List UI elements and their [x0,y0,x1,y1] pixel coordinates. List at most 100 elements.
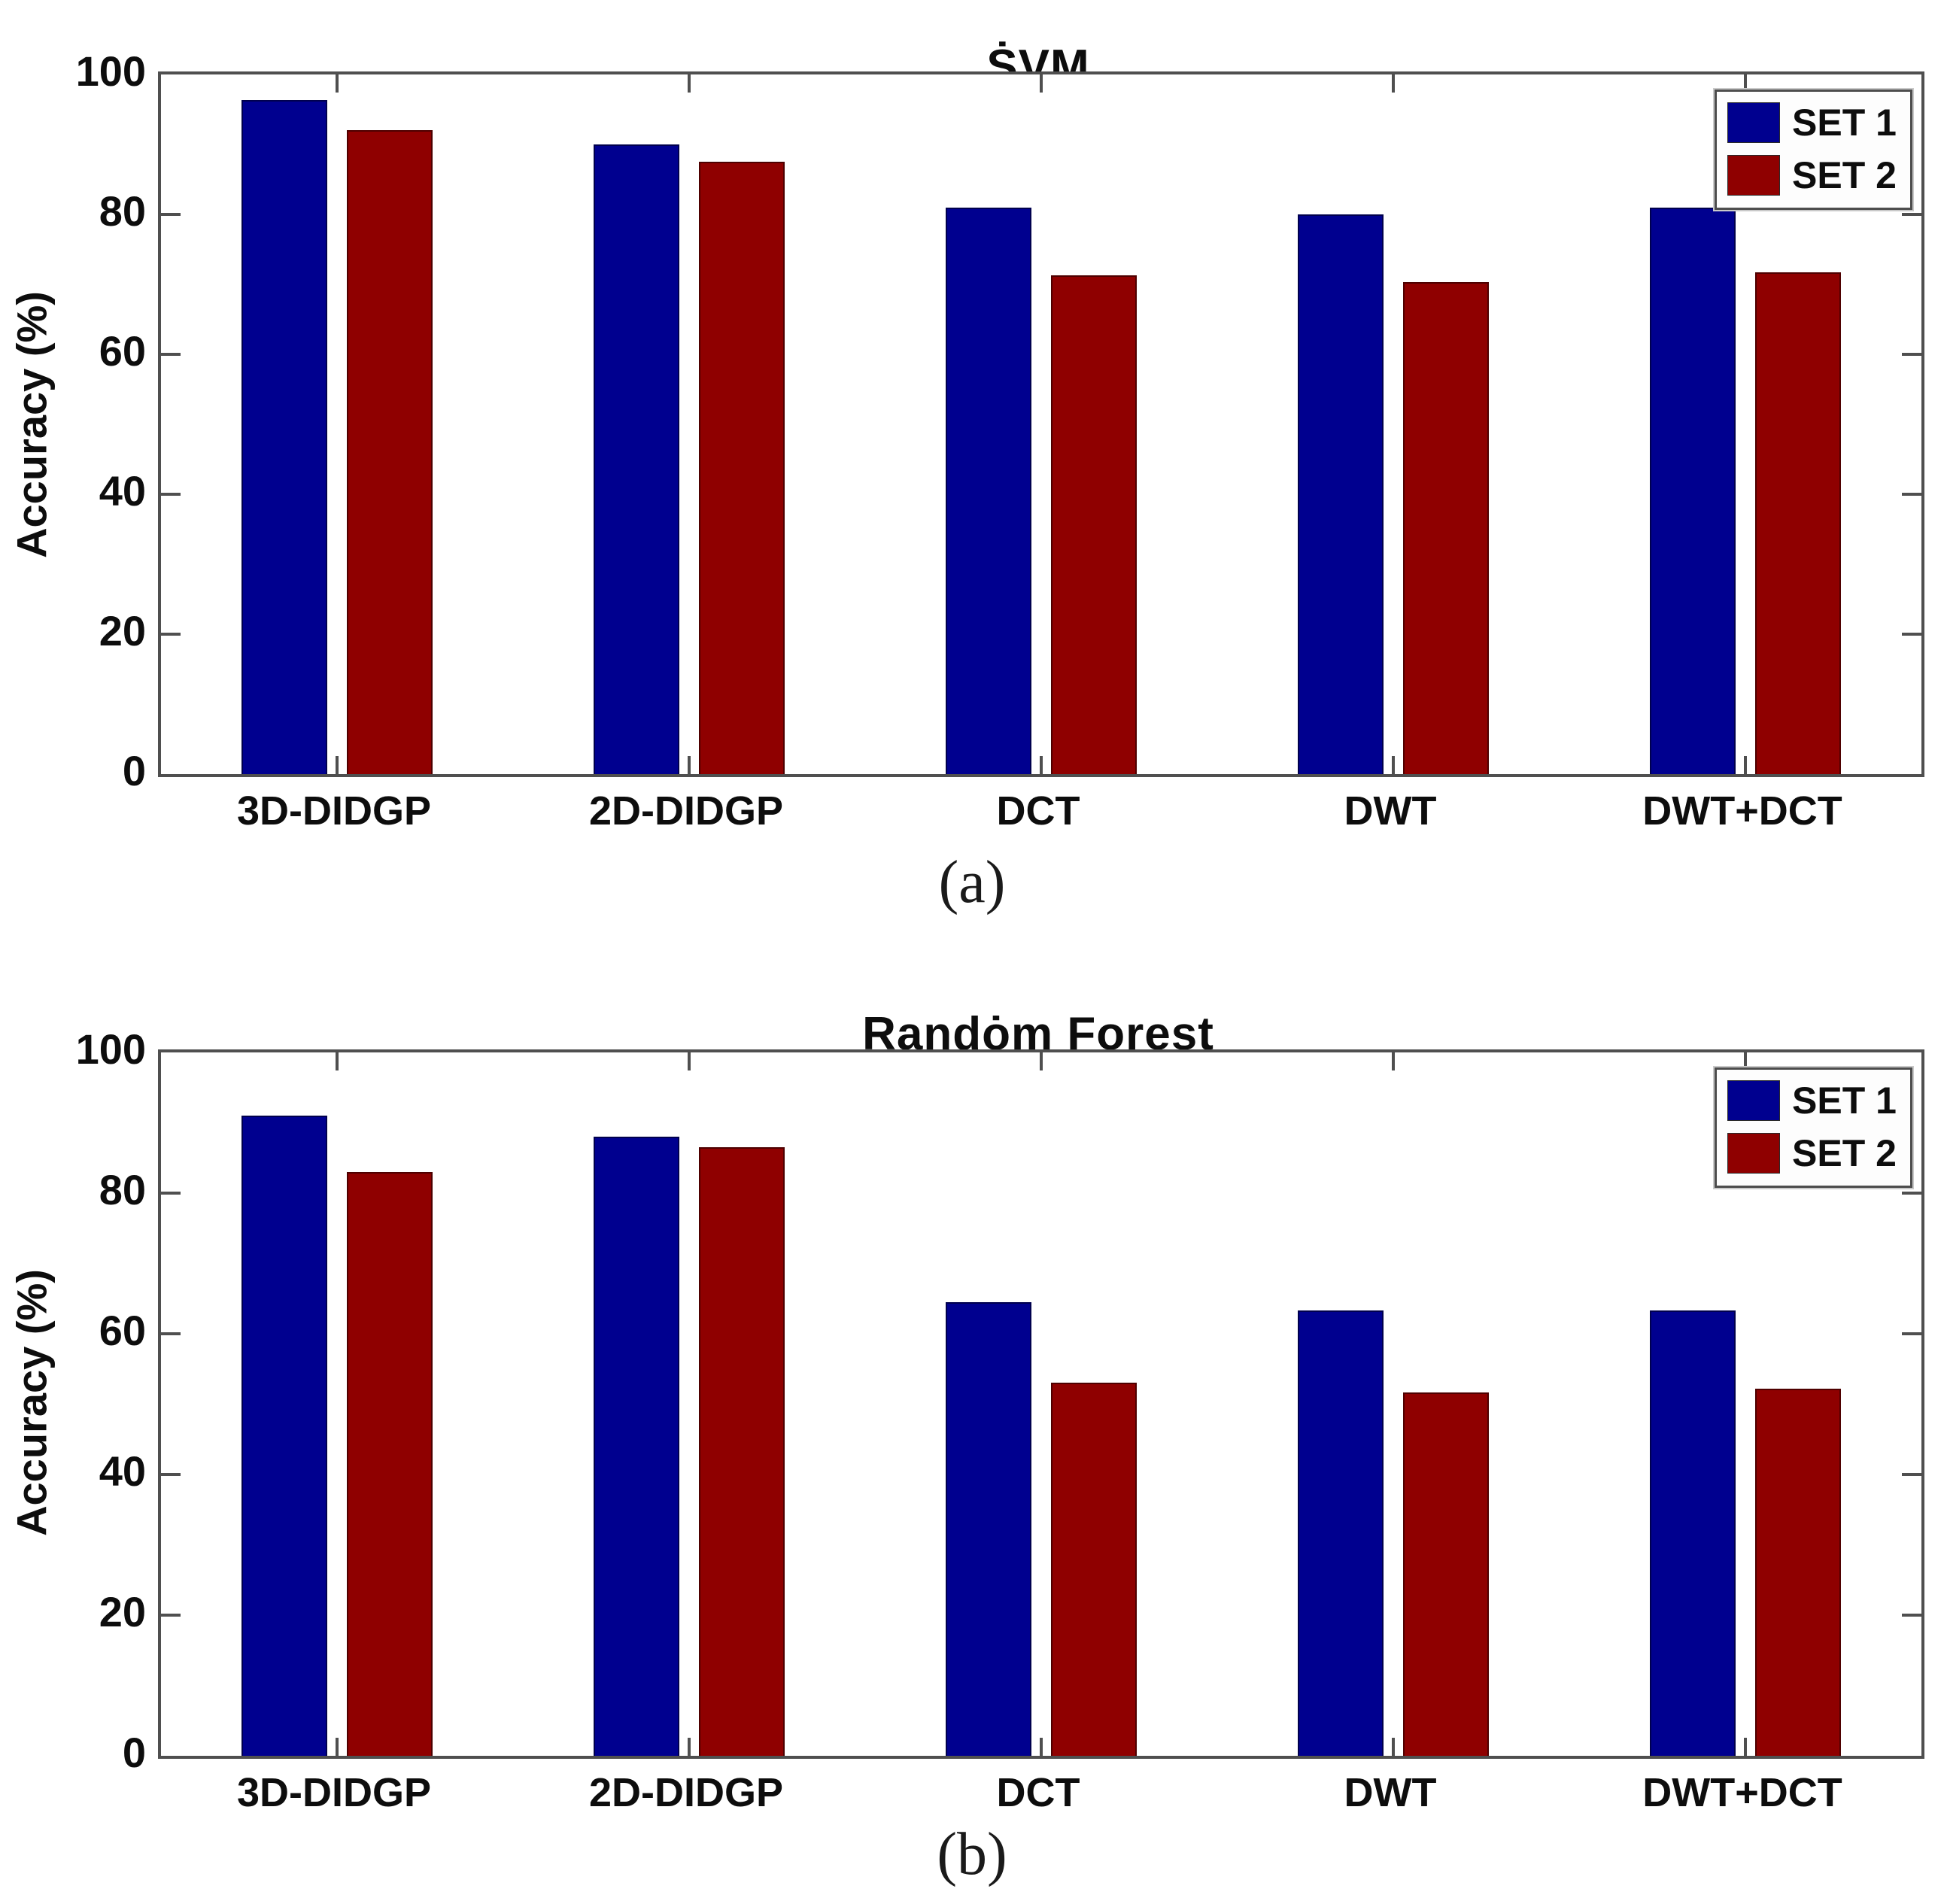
plot-area-svm: SET 1 SET 2 [158,71,1924,777]
bar-set-2-dct [1051,1383,1137,1756]
x-tick-mark-top-3d-didgp [336,1052,339,1070]
y-tick-mark-left-80 [161,213,181,216]
legend: SET 1 SET 2 [1715,1067,1912,1188]
legend-entry-set2: SET 2 [1727,1131,1897,1175]
bar-set-2-dwt [1403,282,1489,774]
y-tick-label-20: 20 [99,1588,146,1635]
legend-entry-set2: SET 2 [1727,153,1897,197]
x-tick-mark-bottom-2d-didgp [688,756,691,774]
subfigure-caption-b: (b) [937,1821,1007,1887]
bar-set-1-dwt-dct [1650,207,1736,774]
y-tick-mark-right-20 [1902,1614,1921,1617]
x-tick-label-3d-didgp: 3D-DIDGP [236,788,432,834]
y-tick-label-80: 80 [99,1166,146,1213]
y-axis-label: Accuracy (%) [8,291,56,558]
y-tick-mark-right-60 [1902,353,1921,356]
x-tick-label-3d-didgp: 3D-DIDGP [236,1770,432,1815]
plot-area-random-forest: SET 1 SET 2 [158,1049,1924,1759]
set1-color-swatch [1727,102,1781,143]
y-tick-label-60: 60 [99,327,146,375]
y-tick-label-20: 20 [99,607,146,654]
x-tick-mark-bottom-2d-didgp [688,1738,691,1756]
x-tick-mark-bottom-3d-didgp [336,1738,339,1756]
bar-set-1-dct [946,207,1031,774]
bar-set-2-dwt-dct [1755,1388,1841,1756]
x-tick-label-2d-didgp: 2D-DIDGP [588,1770,784,1815]
bar-set-2-3d-didgp [347,130,433,774]
x-tick-label-dwt-dct: DWT+DCT [1642,1770,1842,1815]
x-tick-label-dwt: DWT [1344,788,1437,834]
y-tick-mark-left-60 [161,353,181,356]
bar-set-1-3d-didgp [241,100,327,774]
bar-set-2-3d-didgp [347,1171,433,1756]
x-tick-mark-top-dwt-dct [1744,1052,1747,1070]
y-tick-label-0: 0 [122,1729,146,1776]
bar-set-1-dwt [1298,1310,1384,1756]
bar-set-1-dwt-dct [1650,1310,1736,1756]
legend-entry-set1: SET 1 [1727,1079,1897,1122]
y-axis-label: Accuracy (%) [8,1269,56,1536]
svm-chart: ṠVM Accuracy (%) SET 1 SET 2 (a) 0 20 40 60… [8,41,1924,916]
x-tick-mark-bottom-dwt-dct [1744,756,1747,774]
x-tick-mark-top-dct [1040,1052,1043,1070]
x-tick-mark-bottom-dwt-dct [1744,1738,1747,1756]
y-tick-label-60: 60 [99,1307,146,1354]
x-tick-mark-top-2d-didgp [688,74,691,93]
x-tick-mark-top-dct [1040,74,1043,93]
bar-set-1-3d-didgp [241,1116,327,1756]
x-tick-mark-bottom-3d-didgp [336,756,339,774]
x-tick-label-dwt-dct: DWT+DCT [1642,788,1842,834]
x-tick-label-dct: DCT [996,788,1080,834]
bar-set-1-dwt [1298,214,1384,774]
bar-set-2-2d-didgp [699,1147,785,1756]
legend-label-set2: SET 2 [1792,1132,1897,1174]
y-tick-label-80: 80 [99,187,146,235]
y-tick-mark-left-20 [161,633,181,636]
legend-entry-set1: SET 1 [1727,101,1897,144]
bar-set-1-2d-didgp [594,144,679,774]
y-tick-mark-right-80 [1902,213,1921,216]
bar-set-2-2d-didgp [699,162,785,774]
x-tick-mark-top-3d-didgp [336,74,339,93]
y-tick-label-40: 40 [99,1447,146,1495]
y-tick-mark-right-80 [1902,1192,1921,1195]
y-tick-label-40: 40 [99,467,146,515]
y-tick-mark-right-20 [1902,633,1921,636]
y-tick-mark-left-20 [161,1614,181,1617]
x-tick-mark-bottom-dct [1040,1738,1043,1756]
y-tick-label-0: 0 [122,747,146,794]
x-tick-mark-top-dwt-dct [1744,74,1747,93]
set2-color-swatch [1727,1133,1781,1174]
x-tick-mark-bottom-dct [1040,756,1043,774]
legend: SET 1 SET 2 [1715,90,1912,210]
y-tick-mark-left-40 [161,1473,181,1476]
x-tick-mark-top-dwt [1392,1052,1395,1070]
x-tick-label-2d-didgp: 2D-DIDGP [588,788,784,834]
bar-set-2-dwt [1403,1392,1489,1756]
y-tick-mark-left-40 [161,493,181,496]
set1-color-swatch [1727,1080,1781,1121]
legend-label-set2: SET 2 [1792,154,1897,196]
subfigure-caption-a: (a) [938,849,1006,916]
x-tick-mark-top-dwt [1392,74,1395,93]
y-tick-mark-left-80 [161,1192,181,1195]
y-tick-mark-right-40 [1902,1473,1921,1476]
y-tick-label-100: 100 [75,47,146,95]
x-tick-mark-top-2d-didgp [688,1052,691,1070]
y-tick-mark-left-60 [161,1332,181,1335]
legend-label-set1: SET 1 [1792,1080,1897,1122]
y-tick-label-100: 100 [75,1025,146,1073]
bar-set-2-dwt-dct [1755,272,1841,774]
x-tick-mark-bottom-dwt [1392,1738,1395,1756]
bar-set-1-dct [946,1301,1031,1756]
random-forest-chart: Randȯm Forest Accuracy (%) SET 1 SET 2 (… [0,954,1944,1904]
x-tick-mark-bottom-dwt [1392,756,1395,774]
set2-color-swatch [1727,155,1781,196]
y-tick-mark-right-60 [1902,1332,1921,1335]
x-tick-label-dwt: DWT [1344,1770,1437,1815]
legend-label-set1: SET 1 [1792,102,1897,144]
bar-set-2-dct [1051,275,1137,774]
bar-set-1-2d-didgp [594,1137,679,1756]
x-tick-label-dct: DCT [996,1770,1080,1815]
